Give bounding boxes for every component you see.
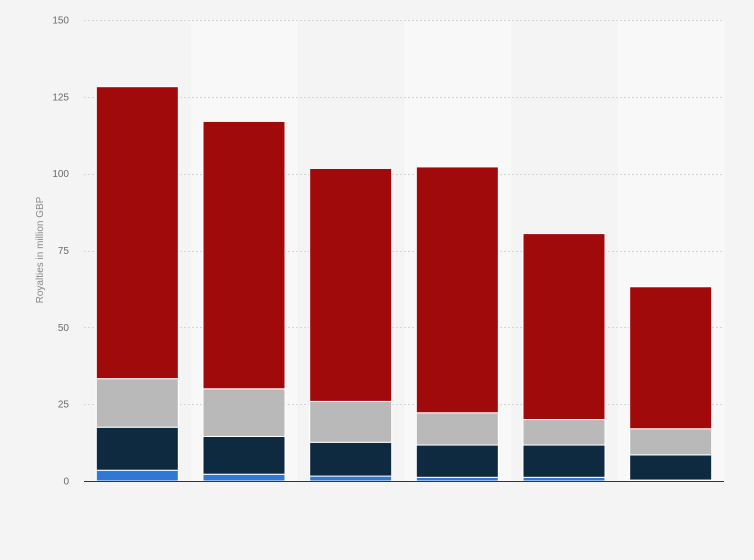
bar-segment bbox=[415, 444, 499, 478]
bar-segment bbox=[309, 400, 393, 443]
bar-segment bbox=[415, 412, 499, 446]
bar-segment bbox=[202, 388, 286, 437]
bar-segment bbox=[95, 426, 179, 471]
y-axis-title: Royalties in million GBP bbox=[35, 196, 46, 303]
bar-segment bbox=[415, 166, 499, 414]
y-tick-label: 50 bbox=[58, 323, 70, 334]
bar-segment bbox=[95, 469, 179, 482]
bar-segment bbox=[522, 476, 606, 482]
bar-segment bbox=[629, 428, 713, 456]
bars bbox=[95, 86, 713, 482]
bar-segment bbox=[629, 286, 713, 430]
bar-segment bbox=[309, 441, 393, 477]
bar-segment bbox=[309, 167, 393, 402]
bar-segment bbox=[309, 475, 393, 482]
y-tick-label: 0 bbox=[63, 477, 69, 488]
bar-segment bbox=[95, 378, 179, 428]
y-tick-label: 25 bbox=[58, 400, 70, 411]
y-tick-label: 150 bbox=[52, 16, 69, 27]
bar-segment bbox=[629, 454, 713, 481]
y-tick-label: 125 bbox=[52, 92, 69, 103]
bar-segment bbox=[522, 233, 606, 421]
y-tick-label: 100 bbox=[52, 169, 69, 180]
y-axis-ticks: 0 25 50 75 100 125 150 bbox=[52, 16, 69, 488]
bar-segment bbox=[202, 120, 286, 390]
y-tick-label: 75 bbox=[58, 246, 70, 257]
bar-segment bbox=[202, 435, 286, 475]
bar-segment bbox=[522, 419, 606, 446]
grid-lines bbox=[84, 20, 724, 405]
bar-segment bbox=[522, 444, 606, 478]
bar-segment bbox=[95, 86, 179, 380]
bar-segment bbox=[415, 476, 499, 482]
bar-segment bbox=[202, 473, 286, 482]
